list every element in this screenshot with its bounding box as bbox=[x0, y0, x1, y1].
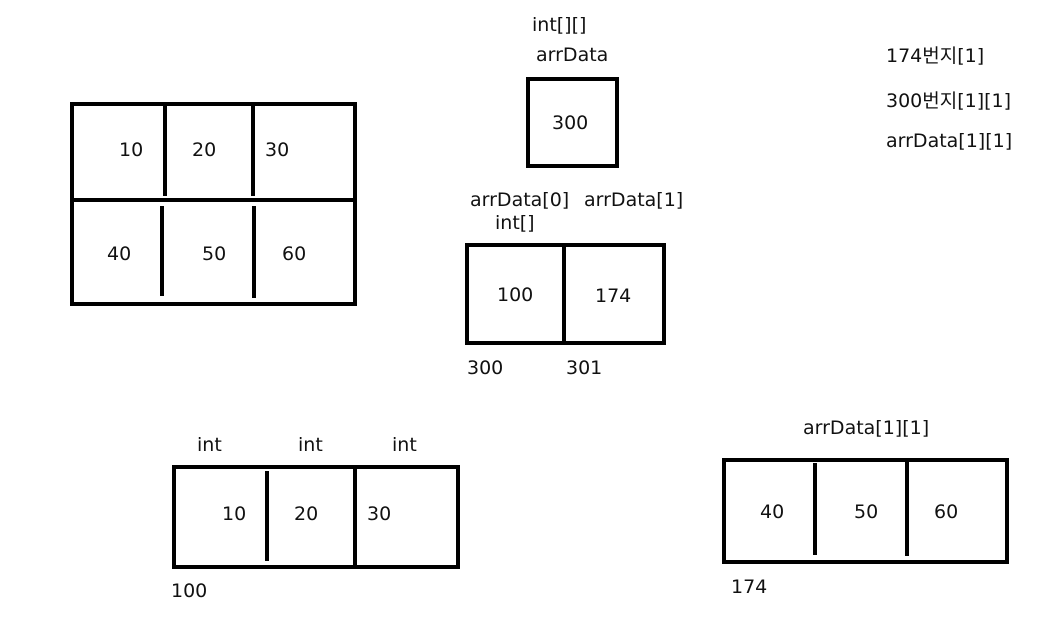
int-array-value: 40 bbox=[760, 501, 785, 523]
int-array-divider bbox=[905, 462, 909, 556]
grid-2d-outline bbox=[70, 102, 357, 306]
note: 174번지[1] bbox=[886, 45, 985, 67]
int-array-value: 10 bbox=[222, 503, 247, 525]
grid-cell: 60 bbox=[282, 243, 307, 265]
type-label: int bbox=[298, 434, 323, 456]
grid-2d-divider bbox=[252, 206, 256, 298]
grid-cell: 40 bbox=[107, 243, 132, 265]
address-label: 174 bbox=[731, 576, 768, 598]
int-array-outline bbox=[722, 458, 1009, 564]
ref-box bbox=[526, 77, 619, 168]
grid-2d-divider bbox=[163, 106, 167, 196]
int-array-value: 30 bbox=[367, 503, 392, 525]
int-array-value: 50 bbox=[854, 501, 879, 523]
type-label: int bbox=[392, 434, 417, 456]
array-label: arrData[1][1] bbox=[803, 417, 930, 439]
grid-cell: 50 bbox=[202, 243, 227, 265]
int-array-divider bbox=[353, 469, 357, 565]
type-label: int bbox=[197, 434, 222, 456]
ref-array-value: 174 bbox=[595, 285, 632, 307]
ref-array-divider bbox=[562, 243, 566, 345]
grid-2d-row-divider bbox=[70, 198, 357, 202]
address-label: 301 bbox=[566, 357, 603, 379]
note: arrData[1][1] bbox=[886, 130, 1013, 152]
ref-array-value: 100 bbox=[497, 284, 534, 306]
ref-array-label: arrData[0] bbox=[470, 189, 570, 211]
int-array-divider bbox=[813, 463, 817, 555]
ref-value: 300 bbox=[552, 112, 589, 134]
note: 300번지[1][1] bbox=[886, 90, 1012, 112]
address-label: 100 bbox=[171, 580, 208, 602]
grid-cell: 20 bbox=[192, 139, 217, 161]
ref-array-type-label: int[] bbox=[495, 212, 535, 234]
int-array-divider bbox=[265, 471, 269, 561]
ref-type-label: int[][] bbox=[532, 14, 587, 36]
int-array-value: 20 bbox=[294, 503, 319, 525]
int-array-outline bbox=[172, 465, 460, 569]
grid-2d-divider bbox=[251, 106, 255, 196]
grid-2d-divider bbox=[160, 206, 164, 296]
grid-cell: 10 bbox=[119, 139, 144, 161]
int-array-value: 60 bbox=[934, 501, 959, 523]
ref-name-label: arrData bbox=[536, 44, 609, 66]
address-label: 300 bbox=[467, 357, 504, 379]
grid-cell: 30 bbox=[265, 139, 290, 161]
ref-array-label: arrData[1] bbox=[584, 189, 684, 211]
